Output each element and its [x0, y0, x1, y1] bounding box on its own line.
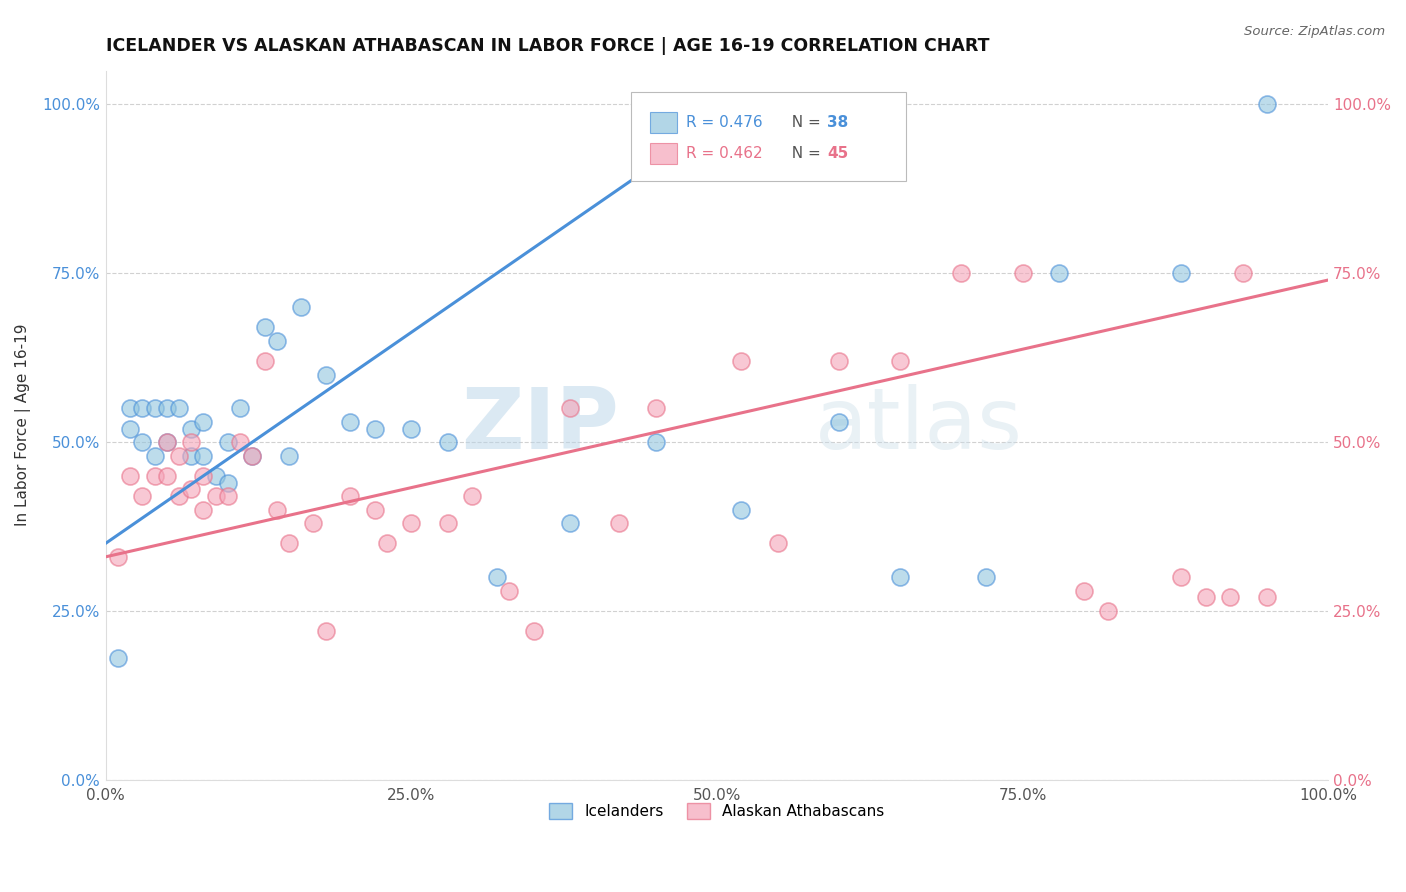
Point	[143, 468, 166, 483]
Point	[1256, 97, 1278, 112]
Point	[498, 583, 520, 598]
Point	[1219, 591, 1241, 605]
Point	[217, 489, 239, 503]
Text: R = 0.476: R = 0.476	[686, 115, 763, 130]
Point	[437, 516, 460, 530]
Point	[1195, 591, 1218, 605]
Point	[180, 435, 202, 450]
Point	[730, 502, 752, 516]
Point	[180, 421, 202, 435]
Text: R = 0.462: R = 0.462	[686, 146, 763, 161]
Point	[240, 449, 263, 463]
Text: 38: 38	[827, 115, 848, 130]
Point	[339, 415, 361, 429]
Point	[461, 489, 484, 503]
Point	[644, 435, 666, 450]
Point	[193, 449, 215, 463]
Point	[974, 570, 997, 584]
Point	[290, 300, 312, 314]
Point	[375, 536, 398, 550]
Text: ZIP: ZIP	[461, 384, 619, 467]
Text: atlas: atlas	[814, 384, 1022, 467]
Point	[167, 489, 190, 503]
Point	[1097, 604, 1119, 618]
Point	[889, 354, 911, 368]
Point	[766, 536, 789, 550]
FancyBboxPatch shape	[650, 143, 676, 164]
Point	[204, 468, 226, 483]
Text: 45: 45	[827, 146, 848, 161]
FancyBboxPatch shape	[631, 92, 907, 180]
Point	[180, 483, 202, 497]
Point	[193, 415, 215, 429]
Point	[204, 489, 226, 503]
Point	[828, 415, 851, 429]
Point	[266, 334, 288, 348]
Point	[950, 266, 973, 280]
Point	[156, 401, 179, 416]
Point	[644, 401, 666, 416]
Point	[315, 368, 337, 382]
Point	[253, 320, 276, 334]
Point	[120, 468, 142, 483]
Point	[131, 489, 153, 503]
Point	[167, 401, 190, 416]
Point	[560, 401, 582, 416]
Point	[1170, 570, 1192, 584]
Point	[363, 502, 385, 516]
Point	[193, 468, 215, 483]
Y-axis label: In Labor Force | Age 16-19: In Labor Force | Age 16-19	[15, 324, 31, 526]
Point	[120, 421, 142, 435]
Point	[302, 516, 325, 530]
Point	[363, 421, 385, 435]
Point	[240, 449, 263, 463]
Legend: Icelanders, Alaskan Athabascans: Icelanders, Alaskan Athabascans	[543, 797, 890, 825]
Point	[131, 435, 153, 450]
Point	[1073, 583, 1095, 598]
Point	[156, 435, 179, 450]
Point	[437, 435, 460, 450]
Text: N =: N =	[782, 146, 825, 161]
Point	[229, 401, 252, 416]
Point	[828, 354, 851, 368]
Point	[1011, 266, 1033, 280]
Point	[1256, 591, 1278, 605]
Point	[131, 401, 153, 416]
Point	[143, 401, 166, 416]
Point	[339, 489, 361, 503]
Point	[143, 449, 166, 463]
Text: N =: N =	[782, 115, 825, 130]
Point	[193, 502, 215, 516]
Point	[278, 449, 301, 463]
FancyBboxPatch shape	[650, 112, 676, 133]
Point	[315, 624, 337, 638]
Point	[730, 354, 752, 368]
Point	[1232, 266, 1254, 280]
Point	[278, 536, 301, 550]
Point	[229, 435, 252, 450]
Point	[156, 468, 179, 483]
Point	[167, 449, 190, 463]
Point	[107, 549, 129, 564]
Point	[485, 570, 508, 584]
Point	[1047, 266, 1070, 280]
Point	[889, 570, 911, 584]
Point	[156, 435, 179, 450]
Point	[401, 421, 423, 435]
Point	[217, 435, 239, 450]
Point	[1170, 266, 1192, 280]
Text: Source: ZipAtlas.com: Source: ZipAtlas.com	[1244, 25, 1385, 38]
Point	[120, 401, 142, 416]
Point	[560, 516, 582, 530]
Point	[401, 516, 423, 530]
Point	[180, 449, 202, 463]
Point	[607, 516, 630, 530]
Point	[522, 624, 544, 638]
Point	[107, 651, 129, 665]
Point	[253, 354, 276, 368]
Point	[266, 502, 288, 516]
Point	[217, 475, 239, 490]
Text: ICELANDER VS ALASKAN ATHABASCAN IN LABOR FORCE | AGE 16-19 CORRELATION CHART: ICELANDER VS ALASKAN ATHABASCAN IN LABOR…	[105, 37, 990, 55]
